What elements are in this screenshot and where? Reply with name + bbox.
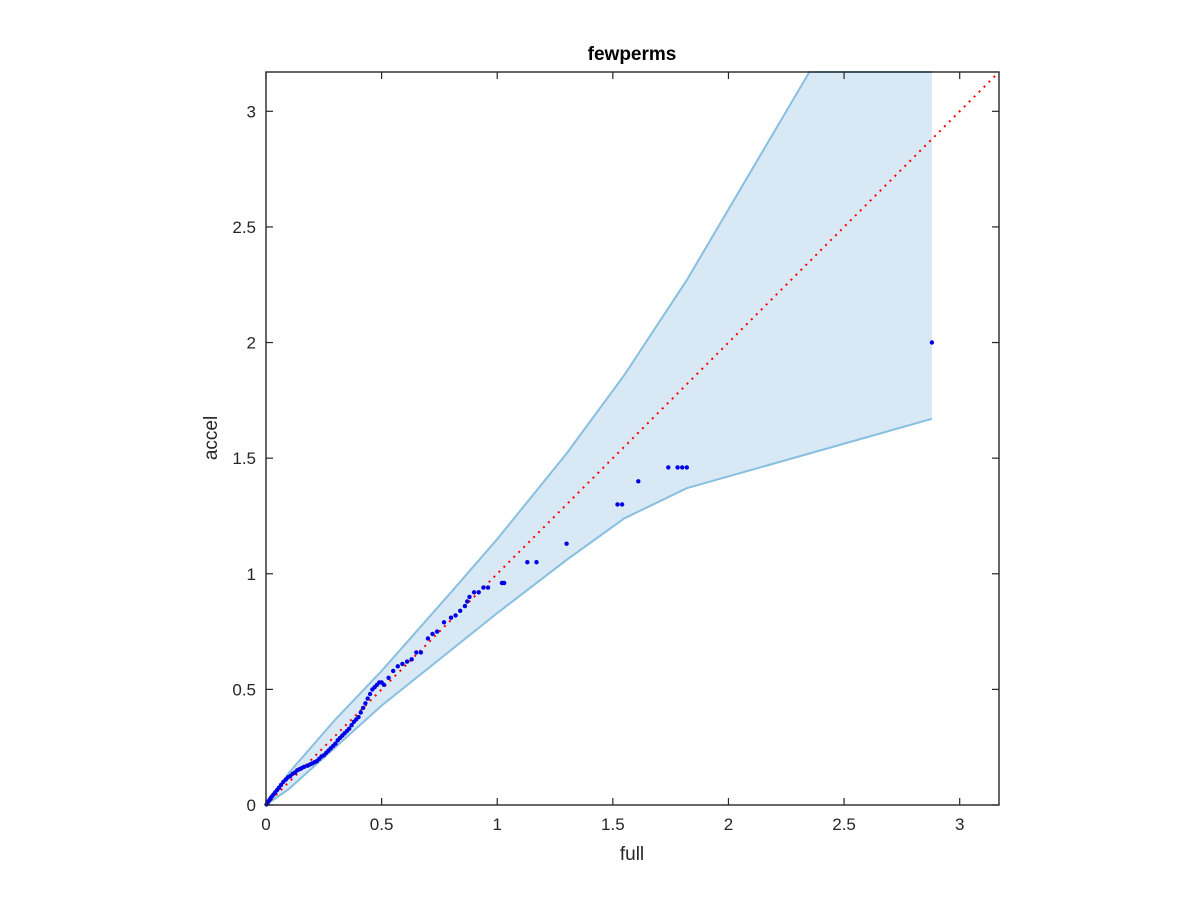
data-point [367, 691, 373, 697]
data-point [418, 650, 424, 655]
data-points [264, 340, 935, 807]
data-point [675, 465, 680, 470]
data-point [680, 465, 685, 470]
data-point [476, 590, 481, 595]
x-tick-label: 2 [724, 815, 733, 834]
y-tick-label: 2 [247, 334, 256, 353]
data-point [441, 620, 447, 625]
y-tick-label: 0.5 [232, 680, 256, 699]
data-point [395, 664, 400, 669]
data-point [400, 661, 405, 667]
data-point [564, 541, 569, 546]
data-point [278, 782, 284, 788]
data-point [358, 710, 363, 715]
data-point [471, 590, 477, 595]
data-point [465, 599, 470, 604]
data-point [333, 741, 338, 746]
data-point [349, 723, 354, 728]
data-point [360, 705, 366, 711]
x-tick-label: 2.5 [832, 815, 856, 834]
data-point [485, 585, 491, 590]
x-tick-label: 1 [492, 815, 501, 834]
x-tick-label: 1.5 [601, 815, 625, 834]
band-lower-edge [265, 417, 933, 806]
data-point [434, 629, 440, 634]
data-point [448, 615, 454, 620]
reference-line [265, 71, 1000, 806]
data-point [381, 682, 387, 687]
data-point [404, 659, 410, 664]
x-axis-label: full [620, 844, 644, 865]
data-point [458, 608, 463, 613]
data-point [409, 657, 414, 662]
data-point [534, 560, 539, 565]
data-point [684, 465, 689, 470]
confidence-band [266, 72, 932, 805]
data-point [347, 726, 352, 731]
y-tick-label: 0 [247, 796, 256, 815]
y-axis-label: accel [201, 416, 222, 460]
data-point [414, 650, 419, 655]
x-axis-ticks: 0 0.5 1 1.5 2 2.5 3 [261, 72, 964, 834]
x-tick-label: 0.5 [370, 815, 394, 834]
axes-box [265, 71, 1000, 806]
data-point [386, 675, 391, 680]
data-point [462, 603, 468, 609]
data-point [929, 340, 935, 345]
data-point [391, 668, 396, 674]
data-point [502, 580, 507, 586]
data-point [363, 701, 368, 706]
data-point [365, 696, 370, 701]
data-point [615, 502, 620, 507]
data-point [356, 714, 361, 720]
plot-area [264, 71, 1000, 807]
chart-title: fewperms [588, 44, 677, 65]
x-tick-label: 3 [955, 815, 964, 834]
band-upper-edge [265, 71, 932, 806]
data-point [430, 631, 435, 637]
data-point [619, 502, 625, 507]
y-tick-label: 1 [247, 565, 256, 584]
data-point [525, 560, 530, 565]
y-axis-ticks: 0 0.5 1 1.5 2 2.5 3 [232, 102, 999, 815]
data-point [302, 764, 307, 769]
x-tick-label: 0 [261, 815, 270, 834]
data-point [453, 613, 458, 618]
data-point [481, 585, 486, 590]
y-tick-label: 3 [247, 102, 256, 121]
y-tick-label: 1.5 [232, 449, 256, 468]
data-point [666, 465, 671, 470]
data-point [636, 479, 641, 484]
data-point [425, 636, 431, 641]
y-tick-label: 2.5 [232, 218, 256, 237]
data-point [467, 594, 472, 600]
